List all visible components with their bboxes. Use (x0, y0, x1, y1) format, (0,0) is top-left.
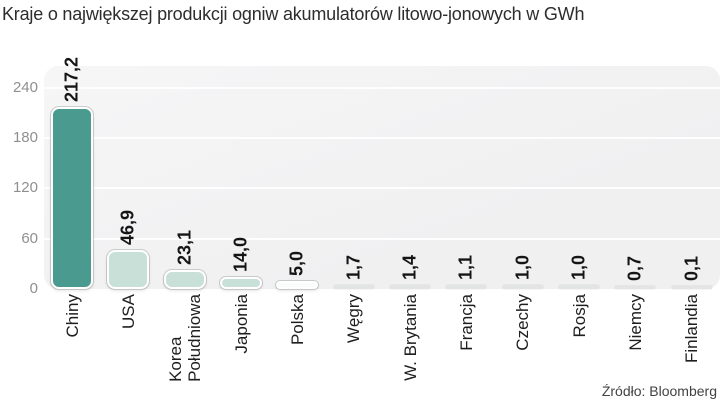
bar-polska (276, 281, 319, 289)
bar-value-label-francja: 1,1 (455, 254, 476, 280)
category-label-czechy: Czechy (513, 294, 533, 351)
bar-value-label-rosja: 1,0 (568, 254, 589, 280)
bar-niemcy (615, 286, 656, 289)
bar-value-label-polska: 5,0 (286, 250, 307, 276)
gridline-180 (44, 137, 720, 139)
category-label-korea-południowa: Korea Południowa (165, 294, 204, 382)
bar-value-label-japonia: 14,0 (230, 236, 251, 272)
category-cell-usa: USA (100, 294, 156, 405)
bar-column-rosja: 1,0 (551, 40, 607, 289)
bar-column-francja: 1,1 (438, 40, 494, 289)
bar-usa (107, 250, 150, 289)
bar-column-w-brytania: 1,4 (382, 40, 438, 289)
gridline-60 (44, 238, 720, 240)
bar-francja (446, 285, 487, 289)
category-cell-polska: Polska (269, 294, 325, 405)
y-axis-tick-label: 180 (12, 129, 38, 146)
category-cell-chiny: Chiny (44, 294, 100, 405)
category-label-finlandia: Finlandia (682, 294, 702, 363)
bar-rosja (559, 285, 600, 289)
category-label-niemcy: Niemcy (625, 294, 645, 351)
bar-value-label-w-brytania: 1,4 (399, 254, 420, 280)
bar-w-brytania (390, 285, 431, 289)
bar-column-chiny: 217,2 (44, 40, 100, 289)
category-label-japonia: Japonia (231, 294, 251, 354)
bar-column-niemcy: 0,7 (607, 40, 663, 289)
bar-column-węgry: 1,7 (326, 40, 382, 289)
bar-korea-południowa (163, 270, 206, 289)
bar-value-label-węgry: 1,7 (343, 254, 364, 280)
bar-column-finlandia: 0,1 (664, 40, 720, 289)
category-cell-rosja: Rosja (551, 294, 607, 405)
bar-column-korea-południowa: 23,1 (157, 40, 213, 289)
bar-czechy (502, 285, 543, 289)
bar-value-label-usa: 46,9 (117, 209, 138, 245)
y-axis-tick-label: 0 (29, 280, 38, 297)
bar-chiny (51, 107, 94, 289)
y-axis: 0 60 120 180 240 (0, 0, 38, 405)
category-label-w-brytania: W. Brytania (400, 294, 420, 381)
category-label-polska: Polska (287, 294, 307, 346)
category-label-węgry: Węgry (344, 294, 364, 344)
bar-value-label-niemcy: 0,7 (624, 255, 645, 281)
category-cell-węgry: Węgry (326, 294, 382, 405)
bar-column-polska: 5,0 (269, 40, 325, 289)
bar-japonia (220, 277, 263, 289)
y-axis-tick-label: 60 (21, 230, 38, 247)
y-axis-tick-label: 120 (12, 179, 38, 196)
bar-column-japonia: 14,0 (213, 40, 269, 289)
category-cell-czechy: Czechy (495, 294, 551, 405)
category-label-rosja: Rosja (569, 294, 589, 338)
bar-finlandia (671, 286, 712, 289)
source-credit: Źródło: Bloomberg (601, 383, 717, 399)
y-axis-tick-label: 240 (12, 79, 38, 96)
plot-area (44, 66, 720, 289)
category-cell-w-brytania: W. Brytania (382, 294, 438, 405)
category-cell-korea-południowa: Korea Południowa (157, 294, 213, 405)
category-label-francja: Francja (456, 294, 476, 351)
chart-title: Kraje o największej produkcji ogniw akum… (2, 4, 585, 24)
bar-value-label-korea-południowa: 23,1 (174, 229, 195, 265)
bar-węgry (333, 285, 374, 289)
gridline-240 (44, 87, 720, 89)
bar-value-label-czechy: 1,0 (512, 254, 533, 280)
gridline-120 (44, 187, 720, 189)
category-label-usa: USA (118, 294, 138, 329)
bar-value-label-finlandia: 0,1 (681, 255, 702, 281)
bar-value-label-chiny: 217,2 (61, 56, 82, 102)
bars-row: 217,2 46,9 23,1 14,0 5,0 1,7 1,4 1,1 1,0 1,0 0,7 0,… (44, 40, 720, 289)
bar-column-czechy: 1,0 (495, 40, 551, 289)
category-cell-francja: Francja (438, 294, 494, 405)
category-label-chiny: Chiny (62, 294, 82, 338)
bar-column-usa: 46,9 (100, 40, 156, 289)
category-cell-japonia: Japonia (213, 294, 269, 405)
